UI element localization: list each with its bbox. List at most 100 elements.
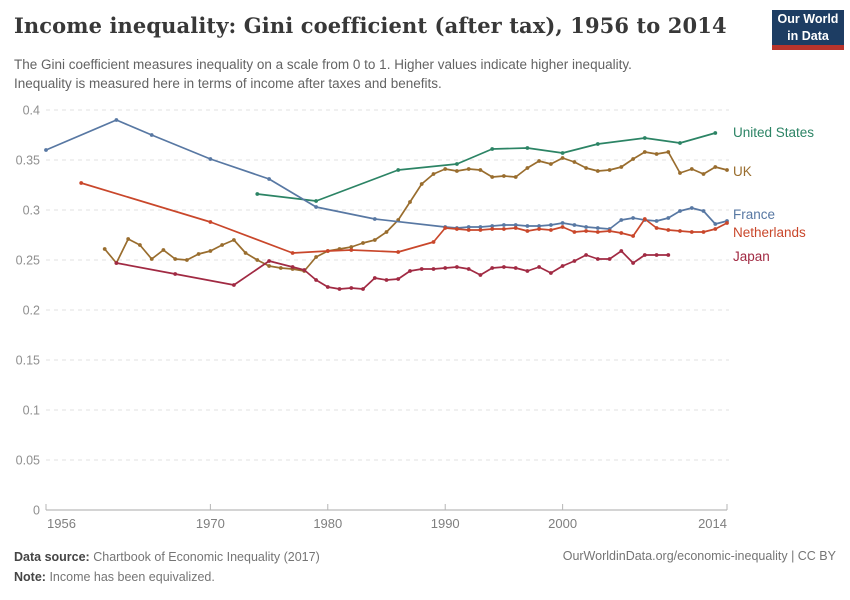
- data-point-netherlands[interactable]: [431, 240, 436, 244]
- series-label-uk[interactable]: UK: [733, 164, 752, 179]
- data-point-uk[interactable]: [595, 169, 600, 173]
- data-point-united-states[interactable]: [713, 131, 718, 135]
- data-point-uk[interactable]: [701, 172, 706, 176]
- data-point-united-states[interactable]: [396, 168, 401, 172]
- series-label-united-states[interactable]: United States: [733, 125, 814, 140]
- data-point-netherlands[interactable]: [689, 230, 694, 234]
- data-point-netherlands[interactable]: [443, 226, 448, 230]
- data-point-netherlands[interactable]: [79, 181, 84, 185]
- data-point-netherlands[interactable]: [502, 227, 506, 231]
- data-point-netherlands[interactable]: [549, 228, 553, 232]
- data-point-netherlands[interactable]: [537, 227, 541, 231]
- data-point-netherlands[interactable]: [290, 251, 295, 255]
- data-point-netherlands[interactable]: [631, 234, 635, 238]
- data-point-japan[interactable]: [443, 266, 448, 270]
- data-point-france[interactable]: [149, 133, 154, 137]
- data-point-uk[interactable]: [267, 264, 271, 268]
- data-point-japan[interactable]: [114, 261, 119, 265]
- data-point-uk[interactable]: [713, 165, 718, 169]
- data-point-japan[interactable]: [666, 253, 671, 257]
- series-label-netherlands[interactable]: Netherlands: [733, 225, 806, 240]
- data-point-france[interactable]: [114, 118, 119, 122]
- data-point-uk[interactable]: [232, 238, 236, 242]
- data-point-japan[interactable]: [372, 276, 377, 280]
- data-point-japan[interactable]: [654, 253, 659, 257]
- data-point-uk[interactable]: [619, 165, 624, 169]
- data-point-united-states[interactable]: [314, 199, 318, 203]
- data-point-uk[interactable]: [490, 175, 495, 179]
- data-point-japan[interactable]: [607, 257, 612, 261]
- data-point-france[interactable]: [572, 223, 577, 227]
- data-point-japan[interactable]: [325, 285, 330, 289]
- data-point-uk[interactable]: [443, 167, 448, 171]
- data-point-france[interactable]: [44, 148, 48, 152]
- data-point-netherlands[interactable]: [595, 230, 600, 234]
- data-point-japan[interactable]: [314, 278, 318, 282]
- data-point-uk[interactable]: [361, 241, 365, 245]
- data-point-japan[interactable]: [384, 278, 389, 282]
- data-point-uk[interactable]: [196, 252, 201, 256]
- data-point-uk[interactable]: [455, 169, 459, 173]
- data-point-netherlands[interactable]: [478, 228, 483, 232]
- data-point-france[interactable]: [631, 216, 635, 220]
- data-point-netherlands[interactable]: [666, 228, 671, 232]
- data-point-netherlands[interactable]: [349, 248, 354, 252]
- data-point-uk[interactable]: [220, 243, 225, 247]
- data-point-japan[interactable]: [619, 249, 624, 253]
- data-point-uk[interactable]: [513, 175, 518, 179]
- data-point-japan[interactable]: [525, 269, 530, 273]
- data-point-netherlands[interactable]: [713, 227, 718, 231]
- data-point-netherlands[interactable]: [607, 229, 612, 233]
- data-point-france[interactable]: [584, 225, 588, 229]
- data-point-uk[interactable]: [678, 171, 682, 175]
- data-point-uk[interactable]: [419, 182, 424, 186]
- data-point-japan[interactable]: [396, 277, 401, 281]
- data-point-france[interactable]: [595, 226, 600, 230]
- data-point-japan[interactable]: [455, 265, 459, 269]
- data-point-united-states[interactable]: [255, 192, 260, 196]
- data-point-japan[interactable]: [466, 267, 471, 271]
- data-point-japan[interactable]: [572, 259, 577, 263]
- data-point-france[interactable]: [502, 223, 506, 227]
- data-point-united-states[interactable]: [455, 162, 459, 166]
- data-point-netherlands[interactable]: [572, 230, 577, 234]
- data-point-japan[interactable]: [478, 273, 483, 277]
- data-point-japan[interactable]: [584, 253, 588, 257]
- data-point-france[interactable]: [372, 217, 377, 221]
- series-line-united-states[interactable]: [256, 132, 717, 202]
- data-point-netherlands[interactable]: [208, 220, 213, 224]
- data-point-netherlands[interactable]: [513, 226, 518, 230]
- data-point-france[interactable]: [537, 224, 541, 228]
- data-point-netherlands[interactable]: [619, 231, 624, 235]
- data-point-france[interactable]: [701, 209, 706, 213]
- data-point-japan[interactable]: [502, 265, 506, 269]
- data-point-uk[interactable]: [138, 243, 142, 247]
- data-point-france[interactable]: [478, 225, 483, 229]
- data-point-japan[interactable]: [302, 268, 307, 272]
- data-point-japan[interactable]: [408, 269, 412, 273]
- data-point-japan[interactable]: [337, 287, 342, 291]
- data-point-france[interactable]: [689, 206, 694, 210]
- data-point-japan[interactable]: [431, 267, 436, 271]
- data-point-netherlands[interactable]: [701, 230, 706, 234]
- data-point-netherlands[interactable]: [325, 249, 330, 253]
- data-point-uk[interactable]: [431, 172, 436, 176]
- data-point-france[interactable]: [513, 223, 518, 227]
- data-point-france[interactable]: [560, 221, 565, 225]
- data-point-japan[interactable]: [267, 259, 271, 263]
- data-point-japan[interactable]: [631, 261, 635, 265]
- data-point-france[interactable]: [666, 216, 671, 220]
- data-point-uk[interactable]: [278, 266, 283, 270]
- data-point-france[interactable]: [466, 225, 471, 229]
- data-point-netherlands[interactable]: [560, 225, 565, 229]
- data-point-japan[interactable]: [290, 265, 295, 269]
- data-point-france[interactable]: [314, 205, 318, 209]
- data-point-netherlands[interactable]: [654, 226, 659, 230]
- data-point-uk[interactable]: [549, 162, 553, 166]
- data-point-united-states[interactable]: [490, 147, 495, 151]
- data-point-japan[interactable]: [419, 267, 424, 271]
- data-point-netherlands[interactable]: [466, 228, 471, 232]
- data-point-japan[interactable]: [642, 253, 647, 257]
- data-point-uk[interactable]: [725, 168, 729, 172]
- data-point-uk[interactable]: [631, 157, 635, 161]
